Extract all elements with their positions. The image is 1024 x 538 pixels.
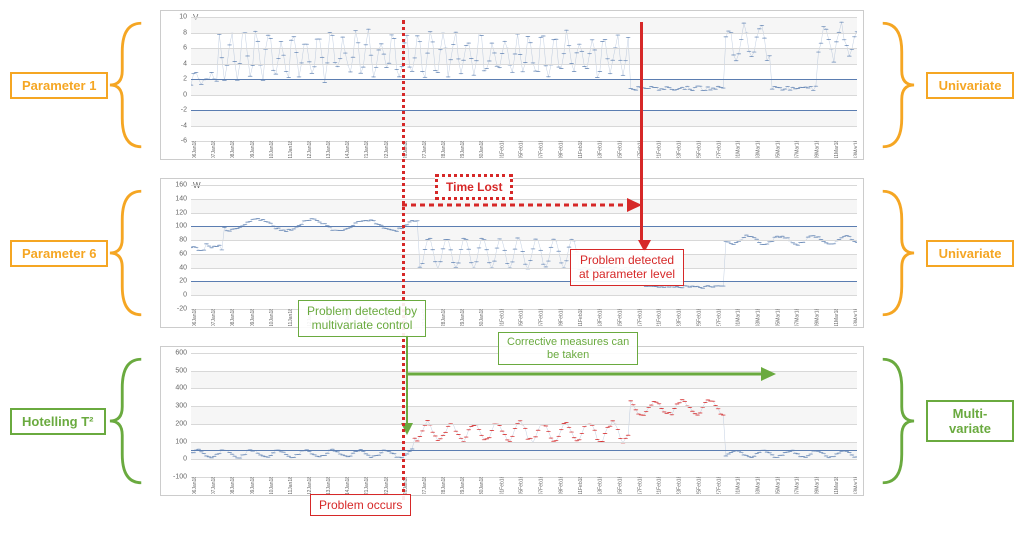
diagram-container: Parameter 1 V -6-4-20246810 06Jan1807Jan… bbox=[10, 10, 1014, 528]
brace-right-2 bbox=[878, 183, 916, 323]
brace-right-3 bbox=[878, 351, 916, 491]
brace-left-3 bbox=[108, 351, 146, 491]
vline-problem-occurs bbox=[402, 20, 405, 500]
annotation-problem-occurs: Problem occurs bbox=[310, 494, 411, 516]
annotation-problem-param: Problem detected at parameter level bbox=[570, 249, 684, 286]
xaxis-2: 06Jan1807Jan1808Jan1809Jan1810Jan1811Jan… bbox=[191, 309, 857, 326]
chart-inner-1 bbox=[191, 17, 857, 141]
vline-problem-detected bbox=[640, 22, 643, 242]
label-param1: Parameter 1 bbox=[10, 72, 108, 99]
label-param6: Parameter 6 bbox=[10, 240, 108, 267]
xaxis-3: 06Jan1807Jan1808Jan1809Jan1810Jan1811Jan… bbox=[191, 477, 857, 494]
label-multivariate: Multi- variate bbox=[926, 400, 1014, 442]
chart-param1: V -6-4-20246810 06Jan1807Jan1808Jan1809J… bbox=[160, 10, 864, 160]
brace-right-1 bbox=[878, 15, 916, 155]
ylabels-3: -1000100200300400500600 bbox=[165, 353, 189, 477]
label-univariate-1: Univariate bbox=[926, 72, 1014, 99]
annotation-problem-mv: Problem detected by multivariate control bbox=[298, 300, 426, 337]
annotation-corrective: Corrective measures can be taken bbox=[498, 332, 638, 365]
ylabels-1: -6-4-20246810 bbox=[165, 17, 189, 141]
brace-left-1 bbox=[108, 15, 146, 155]
label-hotelling: Hotelling T² bbox=[10, 408, 106, 435]
row-param1: Parameter 1 V -6-4-20246810 06Jan1807Jan… bbox=[10, 10, 1014, 160]
arrow-corrective bbox=[406, 366, 776, 382]
brace-left-2 bbox=[108, 183, 146, 323]
ylabels-2: -20020406080100120140160 bbox=[165, 185, 189, 309]
annotation-time-lost: Time Lost bbox=[435, 174, 513, 200]
label-univariate-2: Univariate bbox=[926, 240, 1014, 267]
xaxis-1: 06Jan1807Jan1808Jan1809Jan1810Jan1811Jan… bbox=[191, 141, 857, 158]
